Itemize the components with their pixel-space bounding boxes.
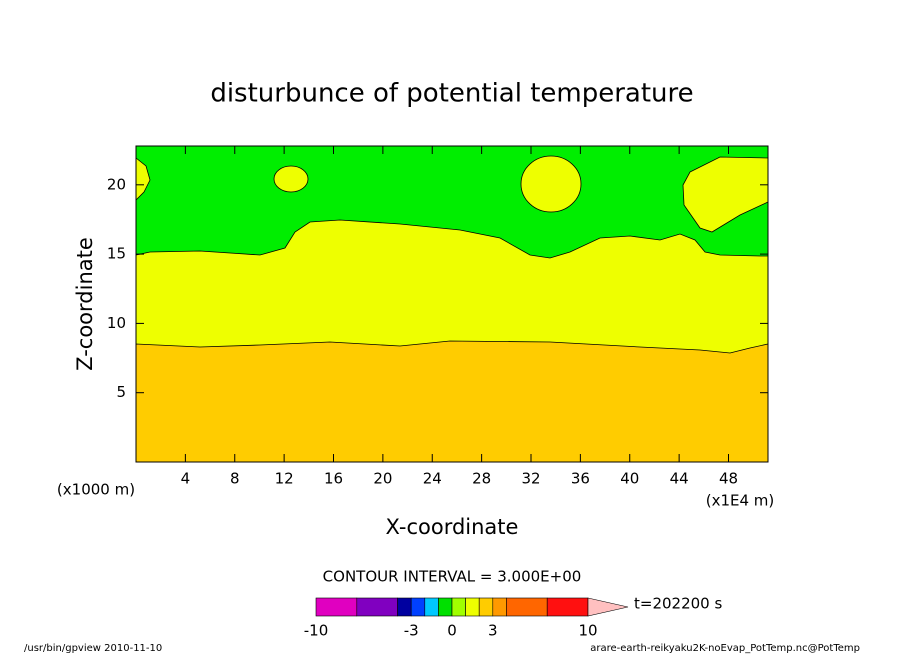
x-tick-label: 40 [620,470,639,488]
colorbar-label: 0 [447,622,457,640]
x-tick-label: 4 [181,470,191,488]
colorbar-segment [438,597,453,617]
chart-title: disturbunce of potential temperature [210,79,693,109]
colorbar-extension [587,597,629,617]
colorbar-segment [506,597,548,617]
x-tick-label: 24 [423,470,442,488]
x-tick-label: 16 [324,470,343,488]
colorbar-segment [424,597,439,617]
x-tick-label: 44 [670,470,689,488]
x-axis-label: X-coordinate [386,515,519,539]
plot-frame [135,145,769,463]
x-unit-label: (x1000 m) [57,481,135,499]
x-tick-label: 36 [571,470,590,488]
y-tick-label: 10 [107,314,126,332]
colorbar-label: -3 [404,622,419,640]
colorbar-label: 3 [488,622,498,640]
footer-right: arare-earth-reikyaku2K-noEvap_PotTemp.nc… [590,643,860,654]
colorbar-segment [410,597,426,617]
footer-left: /usr/bin/gpview 2010-11-10 [24,643,162,654]
y-axis-label: Z-coordinate [73,237,97,371]
x-tick-label: 32 [521,470,540,488]
time-label: t=202200 s [634,595,722,613]
x-tick-label: 28 [472,470,491,488]
colorbar-segment [492,597,507,617]
region-yellow [682,156,769,233]
y-tick-label: 5 [116,383,126,401]
x-tick-label: 20 [373,470,392,488]
colorbar-segment [546,597,589,617]
colorbar-segment [478,597,494,617]
colorbar-segment [397,597,412,617]
colorbar-label: 10 [578,622,597,640]
contour-interval: CONTOUR INTERVAL = 3.000E+00 [323,568,582,586]
colorbar-segment [356,597,398,617]
y-tick-label: 20 [107,175,126,193]
contour-field [135,145,769,463]
region-yellow [520,155,582,213]
region-yellow [273,165,309,193]
region-orange [135,340,769,463]
y-tick-label: 15 [107,245,126,263]
colorbar-segment [315,597,358,617]
x-tick-label: 8 [230,470,240,488]
colorbar-segment [451,597,466,617]
colorbar-segment [465,597,480,617]
x-tick-label: 12 [275,470,294,488]
x-unit-label: (x1E4 m) [706,492,775,510]
x-tick-label: 48 [719,470,738,488]
colorbar-label: -10 [304,622,329,640]
